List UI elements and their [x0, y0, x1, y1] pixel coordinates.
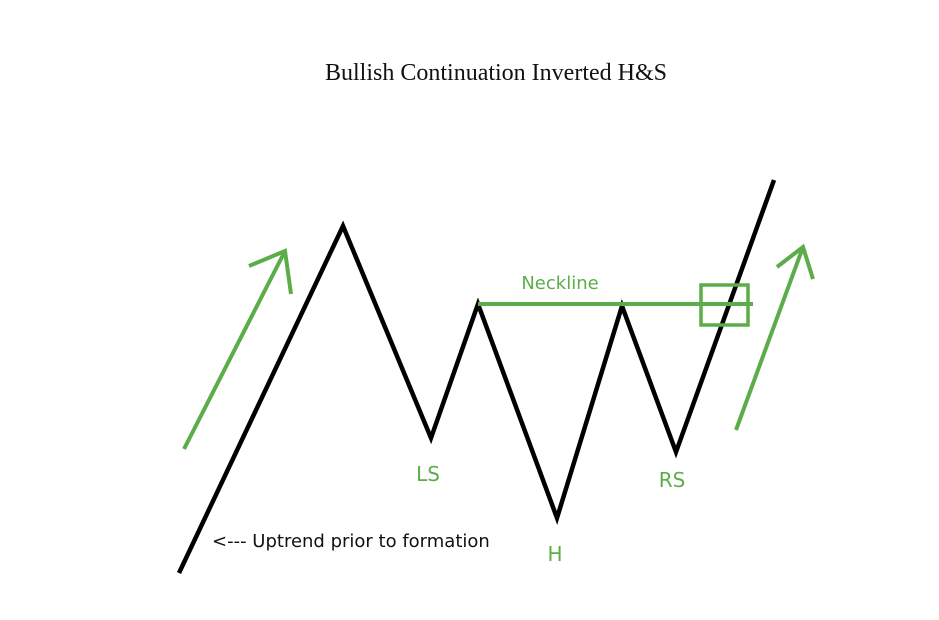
diagram-title: Bullish Continuation Inverted H&S	[325, 60, 667, 86]
neckline-label: Neckline	[521, 273, 598, 294]
right-shoulder-label: RS	[659, 468, 686, 492]
left-trend-arrow-up-right-icon	[182, 248, 293, 450]
head-label: H	[547, 542, 562, 566]
price-path	[176, 179, 777, 574]
breakout-square-icon	[699, 283, 750, 327]
left-shoulder-label: LS	[416, 462, 440, 486]
uptrend-note: <--- Uptrend prior to formation	[212, 531, 490, 552]
right-trend-arrow-up-right-icon	[734, 243, 815, 431]
